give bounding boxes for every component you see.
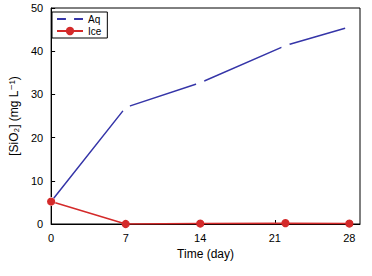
svg-text:30: 30 xyxy=(31,88,43,100)
svg-text:Ice: Ice xyxy=(88,26,102,37)
svg-text:[SiO₂] (mg L⁻¹): [SiO₂] (mg L⁻¹) xyxy=(7,76,21,156)
svg-text:20: 20 xyxy=(31,132,43,144)
svg-text:28: 28 xyxy=(343,232,355,244)
svg-text:40: 40 xyxy=(31,45,43,57)
svg-text:7: 7 xyxy=(123,232,129,244)
svg-text:Aq: Aq xyxy=(88,14,100,25)
svg-text:50: 50 xyxy=(31,2,43,14)
svg-text:0: 0 xyxy=(48,232,54,244)
svg-text:14: 14 xyxy=(194,232,206,244)
svg-text:21: 21 xyxy=(269,232,281,244)
svg-text:Time (day): Time (day) xyxy=(177,247,234,261)
svg-text:10: 10 xyxy=(31,175,43,187)
svg-text:0: 0 xyxy=(37,218,43,230)
